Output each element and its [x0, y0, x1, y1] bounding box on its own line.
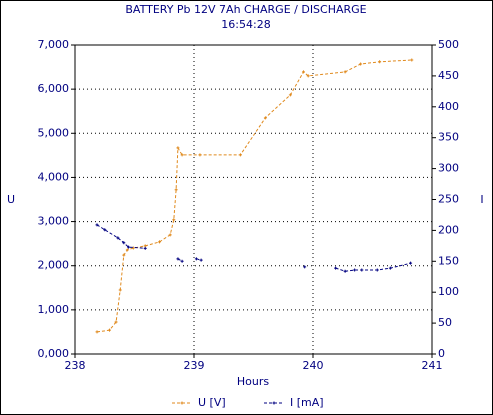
point-marker — [157, 240, 161, 244]
point-marker — [199, 258, 203, 262]
point-marker — [353, 268, 357, 272]
y-tick-label: 4,000 — [38, 170, 70, 183]
point-marker — [360, 268, 364, 272]
x-tick-label: 238 — [65, 359, 86, 372]
y2-tick-label: 350 — [438, 131, 459, 144]
point-marker — [122, 241, 126, 245]
point-marker — [103, 228, 107, 232]
chart-title: BATTERY Pb 12V 7Ah CHARGE / DISCHARGE — [125, 3, 366, 16]
point-marker — [127, 245, 131, 249]
point-marker — [143, 246, 147, 250]
point-marker — [180, 259, 184, 263]
point-marker — [194, 257, 198, 261]
point-marker — [95, 330, 99, 334]
point-marker — [375, 268, 379, 272]
legend-label: I [mA] — [290, 396, 324, 409]
point-marker — [238, 153, 242, 157]
point-marker — [95, 223, 99, 227]
y-tick-label: 6,000 — [38, 82, 70, 95]
y-tick-label: 3,000 — [38, 215, 70, 228]
y2-tick-label: 450 — [438, 69, 459, 82]
point-marker — [176, 146, 180, 150]
point-marker — [301, 70, 305, 74]
point-marker — [180, 153, 184, 157]
y2-tick-label: 150 — [438, 254, 459, 267]
y2-tick-label: 100 — [438, 285, 459, 298]
point-marker — [263, 116, 267, 120]
point-marker — [116, 236, 120, 240]
y-tick-label: 5,000 — [38, 126, 70, 139]
point-marker — [131, 246, 135, 250]
point-marker — [198, 153, 202, 157]
legend-marker — [180, 401, 184, 405]
point-marker — [409, 261, 413, 265]
point-marker — [343, 269, 347, 273]
point-marker — [334, 266, 338, 270]
point-marker — [174, 188, 178, 192]
series-line — [96, 224, 411, 272]
legend-label: U [V] — [198, 396, 226, 409]
point-marker — [122, 253, 126, 257]
y-tick-label: 2,000 — [38, 259, 70, 272]
y-axis-label: U — [7, 193, 15, 206]
y-tick-label: 1,000 — [38, 303, 70, 316]
chart-subtitle: 16:54:28 — [221, 18, 270, 31]
point-marker — [288, 93, 292, 97]
x-tick-label: 239 — [184, 359, 205, 372]
y2-axis-label: I — [480, 193, 483, 206]
point-marker — [343, 70, 347, 74]
y2-tick-label: 400 — [438, 100, 459, 113]
point-marker — [306, 74, 310, 78]
point-marker — [114, 320, 118, 324]
point-marker — [176, 257, 180, 261]
x-axis-label: Hours — [237, 375, 269, 388]
point-marker — [410, 58, 414, 62]
point-marker — [108, 328, 112, 332]
point-marker — [388, 266, 392, 270]
point-marker — [125, 248, 129, 252]
point-marker — [303, 265, 307, 269]
x-tick-label: 240 — [303, 359, 324, 372]
y2-tick-label: 500 — [438, 38, 459, 51]
y2-tick-label: 300 — [438, 162, 459, 175]
point-marker — [378, 60, 382, 64]
legend-marker — [272, 401, 276, 405]
x-tick-label: 241 — [422, 359, 443, 372]
y2-tick-label: 200 — [438, 223, 459, 236]
y-tick-label: 7,000 — [38, 38, 70, 51]
point-marker — [118, 288, 122, 292]
y-tick-label: 0,000 — [38, 347, 70, 360]
y2-tick-label: 250 — [438, 193, 459, 206]
y2-tick-label: 0 — [438, 347, 445, 360]
point-marker — [172, 218, 176, 222]
point-marker — [168, 233, 172, 237]
y2-tick-label: 50 — [438, 316, 452, 329]
point-marker — [359, 62, 363, 66]
